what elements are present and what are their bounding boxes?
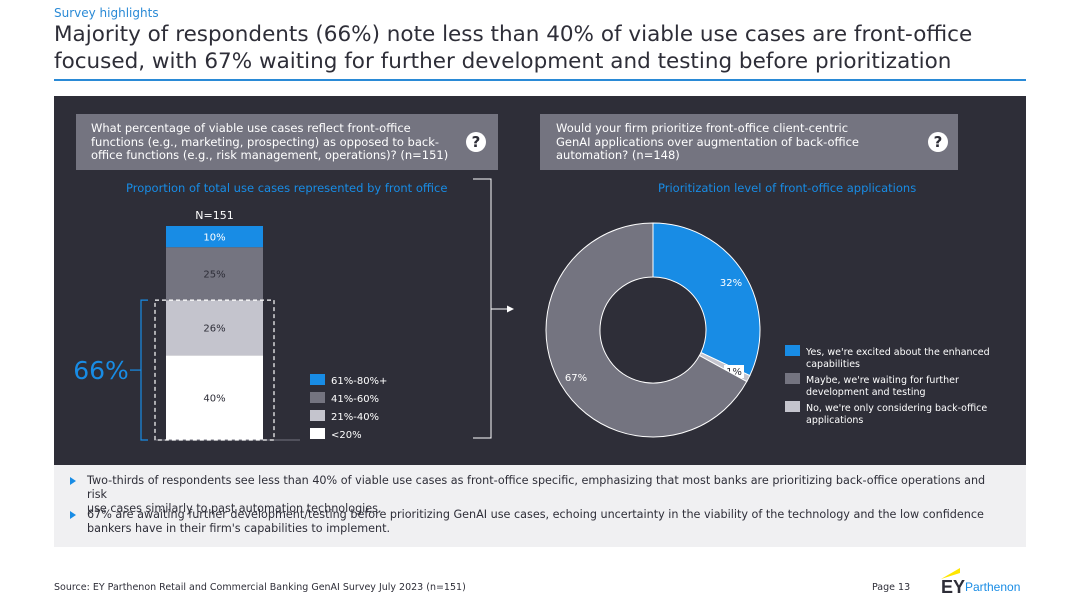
- page-title: Majority of respondents (66%) note less …: [54, 21, 1044, 75]
- right-question-box: Would your firm prioritize front-office …: [540, 114, 958, 170]
- connector: [473, 178, 514, 439]
- page-number: Page 13: [872, 582, 911, 593]
- question-mark-icon: ?: [928, 132, 948, 152]
- donut-slice-label: 1%: [726, 367, 742, 378]
- ey-parthenon-logo: EY Parthenon: [941, 568, 1020, 597]
- bar-segment-label: 40%: [203, 394, 225, 405]
- arrow-icon: [507, 305, 514, 313]
- right-question-line-1: Would your firm prioritize front-office …: [556, 121, 849, 135]
- insight-line: Two-thirds of respondents see less than …: [87, 474, 986, 501]
- bar-segment: [166, 300, 263, 356]
- legend-swatch: [785, 345, 800, 356]
- legend-label: 21%-40%: [331, 412, 379, 423]
- stacked-bar-chart: N=151 40% 26% 25% 10% 66% 61%-80%+ 41%-60% 21%-4…: [73, 209, 387, 441]
- left-question-line-3: office functions (e.g., risk management,…: [91, 148, 449, 162]
- logo-mark: EY: [941, 577, 965, 597]
- logo-text: Parthenon: [965, 580, 1020, 594]
- legend-label: Maybe, we're waiting for further: [806, 375, 959, 386]
- legend-swatch: [310, 428, 325, 439]
- bullet-arrow-icon: [70, 477, 76, 485]
- right-chart-subtitle: Prioritization level of front-office app…: [658, 181, 917, 195]
- legend-swatch: [310, 410, 325, 421]
- bullet-arrow-icon: [70, 511, 76, 519]
- bar-segment: [166, 247, 263, 301]
- ey-beam-icon: [941, 568, 960, 579]
- legend-label: 61%-80%+: [331, 376, 387, 387]
- donut-slice-label: 67%: [565, 373, 587, 384]
- right-question-line-3: automation? (n=148): [556, 148, 680, 162]
- legend-label: applications: [806, 415, 863, 426]
- insight-line: 67% are awaiting further development/tes…: [87, 508, 984, 521]
- legend-swatch: [310, 392, 325, 403]
- highlight-dashed-box: [154, 299, 275, 441]
- bar-segment: [166, 226, 263, 248]
- title-line-1: Majority of respondents (66%) note less …: [54, 22, 973, 47]
- right-bracket: [473, 178, 492, 439]
- sample-size-label: N=151: [195, 209, 233, 222]
- kicker: Survey highlights: [54, 6, 159, 20]
- bracket-66: [140, 299, 148, 441]
- insights-box: Two-thirds of respondents see less than …: [54, 465, 1026, 547]
- legend-label: capabilities: [806, 359, 860, 370]
- bar-segment: [166, 355, 263, 440]
- bar-segment-label: 10%: [203, 233, 225, 244]
- donut-slice-label: 32%: [720, 278, 742, 289]
- insight-item: Two-thirds of respondents see less than …: [70, 474, 1007, 516]
- legend-label: <20%: [331, 430, 362, 441]
- left-question-line-2: functions (e.g., marketing, prospecting)…: [91, 134, 440, 149]
- legend-swatch: [310, 374, 325, 385]
- legend-swatch: [785, 373, 800, 384]
- donut-slice: [545, 222, 748, 438]
- right-question-line-2: GenAI applications over augmentation of …: [556, 134, 859, 149]
- legend-label: No, we're only considering back-office: [806, 403, 987, 414]
- bracket-value-label: 66%: [73, 356, 129, 385]
- donut-chart: 32% 1% 67% Yes, we're excited about the enh…: [545, 222, 990, 438]
- legend-label: Yes, we're excited about the enhanced: [805, 347, 990, 358]
- left-question-box: What percentage of viable use cases refl…: [76, 114, 498, 170]
- left-chart-subtitle: Proportion of total use cases represente…: [126, 181, 448, 195]
- donut-slice: [652, 222, 761, 377]
- bar-segment-label: 25%: [203, 270, 225, 281]
- title-rule: [54, 79, 1026, 81]
- insight-item: 67% are awaiting further development/tes…: [70, 508, 1007, 536]
- bar-segment-label: 26%: [203, 324, 225, 335]
- legend-swatch: [785, 401, 800, 412]
- legend-label: development and testing: [806, 387, 926, 398]
- source-note: Source: EY Parthenon Retail and Commerci…: [54, 582, 466, 593]
- insight-line: bankers have in their firm's capabilitie…: [87, 522, 391, 535]
- legend-label: 41%-60%: [331, 394, 379, 405]
- title-line-2: focused, with 67% waiting for further de…: [54, 49, 952, 74]
- left-question-line-1: What percentage of viable use cases refl…: [91, 121, 411, 135]
- question-mark-icon: ?: [466, 132, 486, 152]
- insight-line: use cases similarly to past automation t…: [87, 502, 382, 515]
